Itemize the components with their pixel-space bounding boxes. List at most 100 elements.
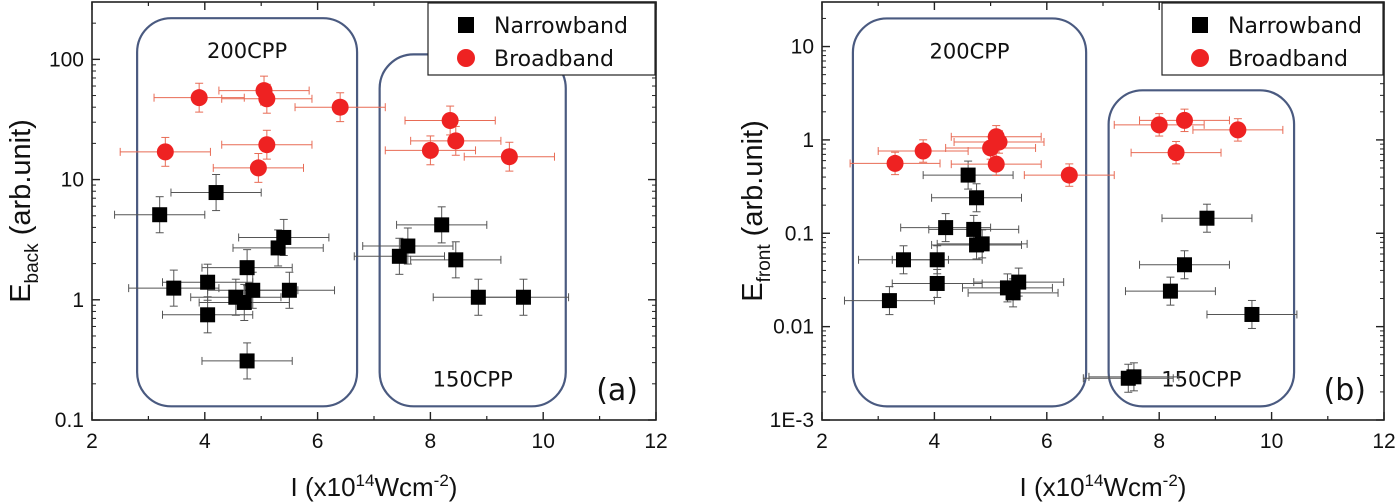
legend-label: Broadband [1228, 47, 1348, 72]
x-axis-label-text: Wcm [1103, 472, 1162, 502]
broadband-point [1229, 121, 1247, 139]
broadband-point [1060, 166, 1078, 184]
x-axis-label-superscript: -2 [434, 471, 449, 490]
narrowband-point [391, 248, 407, 264]
narrowband-point [929, 252, 945, 268]
broadband-point [156, 143, 174, 161]
narrowband-point [239, 260, 255, 276]
panel-b: 200CPP 150CPP 2 4 6 8 10 12 1E-3 0.01 0.1 1 10 Narrow… [737, 1, 1396, 502]
narrowband-point [1162, 283, 1178, 299]
narrowband-point [966, 221, 982, 237]
x-axis-label-text: ) [449, 472, 458, 502]
broadband-point [1167, 144, 1185, 162]
x-axis-label-text: I (x10 [1020, 472, 1085, 502]
panel-label: (b) [1324, 373, 1366, 408]
x-tick-label: 12 [1372, 430, 1395, 453]
x-tick-label: 2 [86, 430, 98, 453]
y-axis-label-text: E [5, 283, 37, 302]
legend-marker-broadband [1191, 49, 1209, 67]
legend-marker-narrowband [458, 17, 474, 33]
legend-marker-narrowband [1192, 17, 1208, 33]
legend-label: Narrowband [1228, 14, 1362, 39]
broadband-point [331, 98, 349, 116]
narrowband-point [470, 289, 486, 305]
group-box [136, 17, 359, 408]
x-axis-label-superscript: -2 [1163, 471, 1178, 490]
narrowband-point [245, 282, 261, 298]
x-tick-label: 8 [425, 430, 437, 453]
narrowband-point [974, 236, 990, 252]
broadband-point [982, 139, 1000, 157]
broadband-point [914, 142, 932, 160]
broadband-point [258, 90, 276, 108]
narrowband-point [960, 167, 976, 183]
narrowband-point [200, 274, 216, 290]
y-tick-label: 0.1 [55, 409, 84, 432]
legend-label: Broadband [494, 47, 614, 72]
broadband-point [1150, 116, 1168, 134]
narrowband-point [448, 252, 464, 268]
legend-marker-broadband [457, 49, 475, 67]
y-axis-label-text: E [737, 282, 769, 301]
narrowband-point [938, 220, 954, 236]
narrowband-point [929, 275, 945, 291]
x-axis-label-text: ) [1178, 472, 1187, 502]
narrowband-point [1176, 257, 1192, 273]
group-box [851, 17, 1088, 408]
y-tick-label: 10 [791, 36, 814, 59]
y-tick-label: 1E-3 [770, 409, 814, 432]
y-tick-label: 100 [49, 48, 84, 71]
broadband-point [190, 89, 208, 107]
x-axis-label: I (x1014Wcm-2) [291, 471, 458, 502]
y-axis-label-subscript: back [22, 243, 43, 284]
y-axis-label-text: (arb.unit) [5, 119, 37, 243]
x-tick-label: 10 [532, 430, 555, 453]
x-tick-label: 12 [644, 430, 667, 453]
y-tick-label: 1 [72, 289, 84, 312]
narrowband-point [239, 353, 255, 369]
broadband-point [1175, 111, 1193, 129]
broadband-point [447, 132, 465, 150]
narrowband-point [270, 240, 286, 256]
broadband-point [987, 155, 1005, 173]
x-tick-label: 2 [816, 430, 828, 453]
x-axis-label-superscript: 14 [356, 471, 375, 490]
x-tick-label: 6 [312, 430, 324, 453]
y-axis-label: Efront (arb.unit) [737, 120, 775, 301]
narrowband-point [281, 282, 297, 298]
group-label: 200CPP [929, 39, 1009, 63]
x-tick-label: 10 [1260, 430, 1283, 453]
x-axis-label-text: I (x10 [291, 472, 356, 502]
broadband-point [421, 141, 439, 159]
narrowband-point [1005, 285, 1021, 301]
x-axis-label-superscript: 14 [1085, 471, 1104, 490]
y-tick-label: 0.1 [785, 222, 814, 245]
x-tick-label: 4 [929, 430, 941, 453]
y-tick-label: 0.01 [773, 316, 814, 339]
group-box [1107, 89, 1296, 408]
y-axis-label-subscript: front [754, 244, 775, 283]
broadband-point [249, 159, 267, 177]
panel-a: 200CPP 150CPP 2 4 6 8 10 12 0.1 1 10 100 Narrowband B… [5, 1, 668, 502]
broadband-point [500, 148, 518, 166]
group-label: 150CPP [1161, 367, 1241, 391]
narrowband-point [969, 190, 985, 206]
narrowband-point [434, 217, 450, 233]
narrowband-point [236, 294, 252, 310]
x-axis-label: I (x1014Wcm-2) [1020, 471, 1187, 502]
x-tick-label: 4 [199, 430, 211, 453]
narrowband-point [152, 207, 168, 223]
broadband-point [886, 154, 904, 172]
narrowband-point [1199, 210, 1215, 226]
narrowband-point [1120, 370, 1136, 386]
narrowband-point [895, 252, 911, 268]
group-label: 200CPP [207, 39, 287, 63]
x-tick-label: 6 [1041, 430, 1053, 453]
group-label: 150CPP [433, 367, 513, 391]
narrowband-point [200, 307, 216, 323]
y-axis-label-text: (arb.unit) [737, 120, 769, 244]
x-axis-label-text: Wcm [374, 472, 433, 502]
legend-label: Narrowband [494, 14, 628, 39]
y-tick-label: 10 [61, 169, 84, 192]
